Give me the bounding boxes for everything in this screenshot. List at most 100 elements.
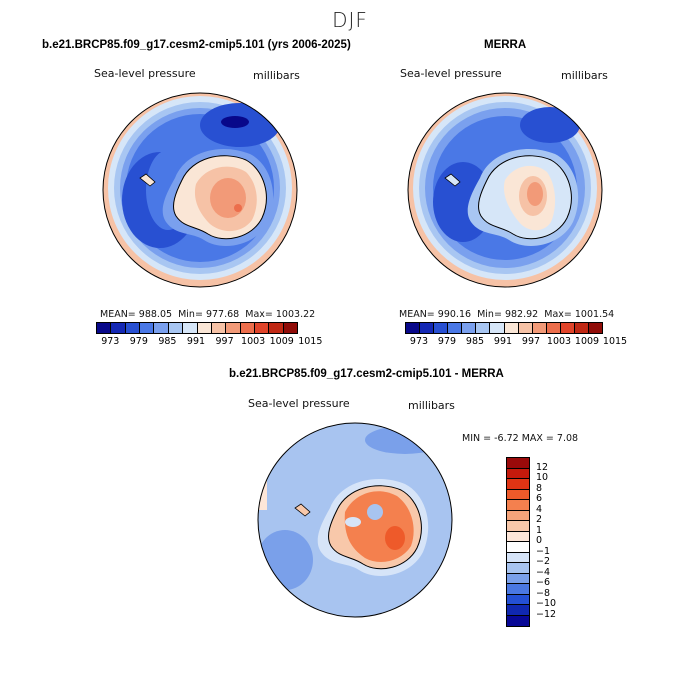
colorbar-tick-label: 6	[536, 493, 543, 504]
colorbar-tick-label: 1003	[241, 336, 266, 347]
colorbar-swatch	[183, 323, 198, 333]
colorbar-tick-label: 979	[129, 336, 148, 347]
colorbar-swatch	[507, 573, 529, 584]
colorbar-tick-label: 0	[536, 535, 543, 546]
colorbar-tick-label: −2	[536, 556, 551, 567]
model-mean-value: 988.05	[138, 309, 173, 320]
colorbar-tick-label: 973	[101, 336, 120, 347]
colorbar-tick-label: −6	[536, 577, 551, 588]
colorbar-swatch	[507, 531, 529, 542]
colorbar-swatch	[197, 323, 212, 333]
diff-colorbar-ticks: 12 10 8 6 4 2 1 0 −1 −2 −4 −6 −8 −10 −12	[536, 457, 566, 627]
colorbar-tick-label: 1	[536, 524, 543, 536]
colorbar-swatch	[507, 468, 529, 479]
colorbar-swatch	[254, 323, 270, 333]
model-colorbar-ticks: 973 979 985 991 997 1003 1009 1015	[96, 336, 322, 348]
colorbar-tick-label: 4	[536, 503, 543, 515]
colorbar-tick-label: 1015	[298, 336, 323, 347]
colorbar-tick-label: 1009	[574, 336, 600, 347]
colorbar-tick-label: −8	[536, 587, 551, 599]
colorbar-swatch	[476, 323, 491, 333]
obs-units-label: millibars	[561, 69, 608, 82]
colorbar-swatch	[532, 323, 547, 333]
obs-max-value: 1001.54	[574, 309, 615, 320]
colorbar-tick-label: 1015	[602, 336, 628, 347]
diff-minmax-text: MIN = -6.72 MAX = 7.08	[462, 433, 579, 444]
colorbar-swatch	[154, 323, 169, 333]
model-stats: MEAN= 988.05 Min= 977.68 Max= 1003.22	[100, 309, 316, 320]
colorbar-tick-label: −10	[536, 598, 557, 609]
model-max-value: 1003.22	[275, 309, 316, 320]
colorbar-tick-label: −4	[536, 566, 551, 578]
model-colorbar	[96, 322, 298, 334]
colorbar-swatch	[226, 323, 241, 333]
colorbar-tick-label: 1009	[269, 336, 294, 347]
colorbar-swatch	[507, 510, 529, 521]
colorbar-tick-label: 1003	[546, 336, 572, 347]
colorbar-swatch	[462, 323, 477, 333]
obs-min-value: 982.92	[504, 309, 539, 320]
colorbar-swatch	[546, 323, 561, 333]
colorbar-swatch	[589, 323, 603, 333]
colorbar-tick-label: 8	[536, 482, 543, 494]
season-title: DJF	[332, 8, 368, 32]
colorbar-swatch	[507, 594, 529, 605]
diff-units-label: millibars	[408, 399, 455, 412]
colorbar-tick-label: 991	[493, 336, 513, 347]
colorbar-tick-label: −1	[536, 545, 551, 557]
colorbar-swatch	[125, 323, 141, 333]
colorbar-swatch	[406, 323, 421, 333]
colorbar-swatch	[574, 323, 590, 333]
colorbar-swatch	[283, 323, 298, 333]
colorbar-swatch	[560, 323, 575, 333]
colorbar-swatch	[518, 323, 533, 333]
colorbar-swatch	[111, 323, 126, 333]
colorbar-swatch	[507, 542, 529, 553]
colorbar-swatch	[211, 323, 227, 333]
colorbar-tick-label: 10	[536, 472, 549, 483]
colorbar-swatch	[507, 615, 529, 626]
model-min-value: 977.68	[205, 309, 240, 320]
colorbar-swatch	[490, 323, 505, 333]
colorbar-swatch	[507, 552, 529, 563]
diff-panel-title: b.e21.BRCP85.f09_g17.cesm2-cmip5.101 - M…	[229, 368, 504, 380]
colorbar-swatch	[97, 323, 112, 333]
obs-panel-title: MERRA	[484, 39, 527, 51]
obs-colorbar-ticks: 973 979 985 991 997 1003 1009 1015	[405, 336, 627, 348]
model-panel-title: b.e21.BRCP85.f09_g17.cesm2-cmip5.101 (yr…	[42, 39, 351, 51]
obs-colorbar	[405, 322, 603, 334]
colorbar-tick-label: 997	[215, 336, 234, 347]
colorbar-tick-label: 2	[536, 514, 543, 525]
colorbar-tick-label: 985	[465, 336, 485, 347]
obs-stats: MEAN= 990.16 Min= 982.92 Max= 1001.54	[399, 309, 615, 320]
colorbar-tick-label: 991	[186, 336, 206, 347]
model-variable-label: Sea-level pressure	[94, 67, 196, 80]
colorbar-swatch	[507, 479, 529, 490]
colorbar-tick-label: 997	[521, 336, 541, 347]
colorbar-swatch	[448, 323, 463, 333]
colorbar-swatch	[168, 323, 184, 333]
colorbar-swatch	[507, 458, 529, 469]
model-units-label: millibars	[253, 69, 300, 82]
colorbar-tick-label: 985	[158, 336, 177, 347]
colorbar-swatch	[434, 323, 449, 333]
colorbar-tick-label: 12	[536, 461, 549, 473]
colorbar-swatch	[420, 323, 435, 333]
colorbar-swatch	[507, 500, 529, 511]
obs-variable-label: Sea-level pressure	[400, 67, 502, 80]
colorbar-swatch	[240, 323, 255, 333]
obs-polar-map	[407, 92, 603, 288]
obs-mean-value: 990.16	[437, 309, 472, 320]
colorbar-tick-label: 973	[409, 336, 429, 347]
colorbar-swatch	[507, 584, 529, 595]
colorbar-swatch	[507, 489, 529, 500]
colorbar-swatch	[507, 521, 529, 532]
colorbar-swatch	[507, 605, 529, 616]
diff-polar-map	[257, 422, 453, 618]
colorbar-tick-label: 979	[437, 336, 457, 347]
colorbar-swatch	[504, 323, 519, 333]
colorbar-swatch	[140, 323, 155, 333]
model-polar-map	[102, 92, 298, 288]
diff-colorbar	[506, 457, 530, 627]
colorbar-swatch	[507, 563, 529, 574]
